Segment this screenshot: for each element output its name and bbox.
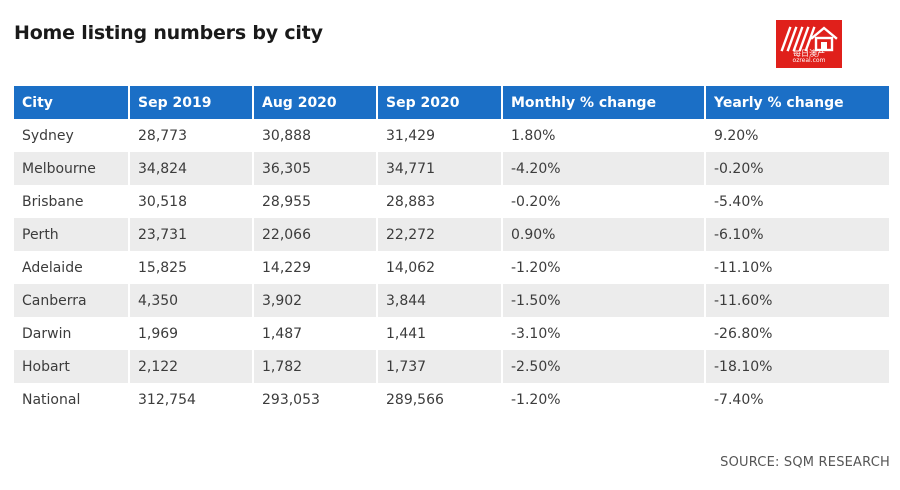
- table-cell: 0.90%: [501, 218, 705, 251]
- table-cell: 2,122: [128, 350, 253, 383]
- source-credit: SOURCE: SQM RESEARCH: [720, 455, 890, 470]
- table-cell: -26.80%: [704, 317, 889, 350]
- table-cell: -18.10%: [704, 350, 889, 383]
- table-cell: -1.20%: [501, 251, 705, 284]
- table-header-row: City Sep 2019 Aug 2020 Sep 2020 Monthly % ch…: [14, 86, 889, 119]
- table-cell: 34,771: [376, 152, 502, 185]
- table-row: Adelaide 15,825 14,229 14,062 -1.20% -11.10%: [14, 251, 889, 284]
- logo-url-text: ozreal.com: [792, 57, 826, 64]
- column-header: Sep 2020: [376, 86, 502, 119]
- logo-caption: 每日澳产 ozreal.com: [776, 49, 842, 65]
- table-cell: 28,955: [252, 185, 377, 218]
- table-cell: -6.10%: [704, 218, 889, 251]
- table-cell: 1.80%: [501, 119, 705, 152]
- table-cell: 22,272: [376, 218, 502, 251]
- table-cell: 30,888: [252, 119, 377, 152]
- table-cell: 3,844: [376, 284, 502, 317]
- table-row: Sydney 28,773 30,888 31,429 1.80% 9.20%: [14, 119, 889, 152]
- column-header: Yearly % change: [704, 86, 889, 119]
- table-cell: -0.20%: [501, 185, 705, 218]
- table-cell: 23,731: [128, 218, 253, 251]
- table-cell: -3.10%: [501, 317, 705, 350]
- table-cell: National: [14, 383, 129, 416]
- table-cell: Perth: [14, 218, 129, 251]
- page-title: Home listing numbers by city: [14, 22, 323, 44]
- table-cell: 1,737: [376, 350, 502, 383]
- table-cell: Canberra: [14, 284, 129, 317]
- table-cell: 1,487: [252, 317, 377, 350]
- table-cell: -1.50%: [501, 284, 705, 317]
- table-cell: -5.40%: [704, 185, 889, 218]
- table-cell: 9.20%: [704, 119, 889, 152]
- table-row: Perth 23,731 22,066 22,272 0.90% -6.10%: [14, 218, 889, 251]
- table-cell: 28,773: [128, 119, 253, 152]
- table-cell: 3,902: [252, 284, 377, 317]
- column-header: Aug 2020: [252, 86, 377, 119]
- table-row: Darwin 1,969 1,487 1,441 -3.10% -26.80%: [14, 317, 889, 350]
- table-cell: 34,824: [128, 152, 253, 185]
- brand-logo: 每日澳产 ozreal.com: [776, 20, 842, 68]
- table-cell: Adelaide: [14, 251, 129, 284]
- table-cell: 14,062: [376, 251, 502, 284]
- table-row: Hobart 2,122 1,782 1,737 -2.50% -18.10%: [14, 350, 889, 383]
- table-cell: -4.20%: [501, 152, 705, 185]
- table-row: Melbourne 34,824 36,305 34,771 -4.20% -0.20%: [14, 152, 889, 185]
- table-cell: 36,305: [252, 152, 377, 185]
- table-cell: -11.60%: [704, 284, 889, 317]
- column-header: City: [14, 86, 129, 119]
- table-cell: 31,429: [376, 119, 502, 152]
- table-cell: 14,229: [252, 251, 377, 284]
- table-cell: -7.40%: [704, 383, 889, 416]
- listing-table: City Sep 2019 Aug 2020 Sep 2020 Monthly % ch…: [14, 86, 889, 416]
- table-cell: Hobart: [14, 350, 129, 383]
- table-cell: 289,566: [376, 383, 502, 416]
- table-cell: Brisbane: [14, 185, 129, 218]
- column-header: Sep 2019: [128, 86, 253, 119]
- table-cell: Darwin: [14, 317, 129, 350]
- table-cell: -1.20%: [501, 383, 705, 416]
- table-cell: -11.10%: [704, 251, 889, 284]
- table-cell: 4,350: [128, 284, 253, 317]
- table-cell: Sydney: [14, 119, 129, 152]
- table-cell: 293,053: [252, 383, 377, 416]
- table-row: Canberra 4,350 3,902 3,844 -1.50% -11.60%: [14, 284, 889, 317]
- logo-cn-text: 每日澳产: [793, 49, 825, 58]
- table-cell: 22,066: [252, 218, 377, 251]
- table-cell: -0.20%: [704, 152, 889, 185]
- table-cell: 1,969: [128, 317, 253, 350]
- table-cell: -2.50%: [501, 350, 705, 383]
- column-header: Monthly % change: [501, 86, 705, 119]
- table-row: National 312,754 293,053 289,566 -1.20% -7.40…: [14, 383, 889, 416]
- table-row: Brisbane 30,518 28,955 28,883 -0.20% -5.40%: [14, 185, 889, 218]
- table-cell: 15,825: [128, 251, 253, 284]
- house-logo-icon: [780, 26, 838, 52]
- table-cell: Melbourne: [14, 152, 129, 185]
- table-cell: 30,518: [128, 185, 253, 218]
- table-cell: 28,883: [376, 185, 502, 218]
- table-cell: 1,441: [376, 317, 502, 350]
- table-body: Sydney 28,773 30,888 31,429 1.80% 9.20% Melbou…: [14, 119, 889, 416]
- table-cell: 1,782: [252, 350, 377, 383]
- table-cell: 312,754: [128, 383, 253, 416]
